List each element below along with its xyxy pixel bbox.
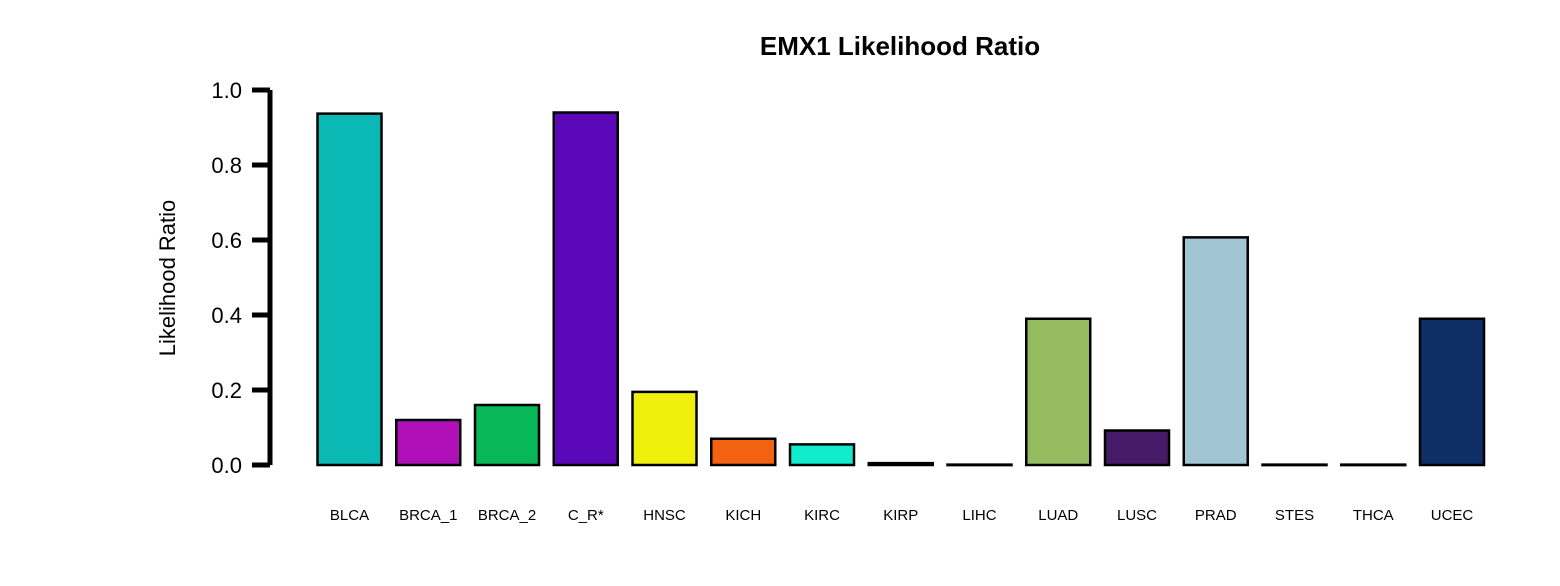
bar-luad (1025, 317, 1092, 467)
y-tick-label: 0.0 (211, 453, 242, 478)
bar-kirc (788, 443, 856, 467)
y-tick-label: 0.8 (211, 153, 242, 178)
x-tick-label: LUSC (1117, 507, 1157, 524)
y-tick-label: 0.2 (211, 378, 242, 403)
bar-ucec (1418, 317, 1486, 467)
bar-thca (1340, 463, 1407, 467)
chart-title: EMX1 Likelihood Ratio (760, 31, 1040, 61)
x-tick-label: BRCA_2 (478, 507, 536, 524)
x-tick-label: PRAD (1195, 507, 1237, 524)
bar-kirp (867, 461, 934, 467)
x-tick-label: STES (1275, 507, 1314, 524)
bar-c-r (552, 111, 619, 467)
x-tick-label: UCEC (1431, 507, 1474, 524)
x-tick-label: HNSC (643, 507, 686, 524)
x-tick-label: LIHC (962, 507, 996, 524)
bar-prad (1182, 236, 1249, 467)
x-tick-label: KICH (725, 507, 761, 524)
y-tick-label: 0.6 (211, 228, 242, 253)
y-tick-label: 0.4 (211, 303, 242, 328)
bar-hnsc (631, 390, 698, 467)
y-axis: 0.0 0.2 0.4 0.6 0.8 1.0 (211, 78, 273, 478)
x-tick-label: KIRC (804, 507, 840, 524)
x-tick-label: THCA (1353, 507, 1394, 524)
x-tick-label: BRCA_1 (399, 507, 457, 524)
y-axis-label: Likelihood Ratio (155, 200, 180, 357)
x-axis-labels: BLCA BRCA_1 BRCA_2 C_R* HNSC KICH KIRC KIRP LIHC… (330, 507, 1474, 524)
bars (316, 111, 1486, 467)
bar-kich (710, 437, 777, 467)
x-tick-label: C_R* (568, 507, 604, 524)
bar-lihc (946, 463, 1013, 467)
bar-blca (316, 112, 383, 467)
bar-brca-1 (395, 418, 462, 467)
x-tick-label: LUAD (1038, 507, 1078, 524)
bar-stes (1261, 463, 1328, 467)
x-tick-label: KIRP (883, 507, 918, 524)
bar-brca-2 (473, 403, 541, 467)
bar-lusc (1103, 429, 1171, 467)
y-tick-label: 1.0 (211, 78, 242, 103)
x-tick-label: BLCA (330, 507, 369, 524)
